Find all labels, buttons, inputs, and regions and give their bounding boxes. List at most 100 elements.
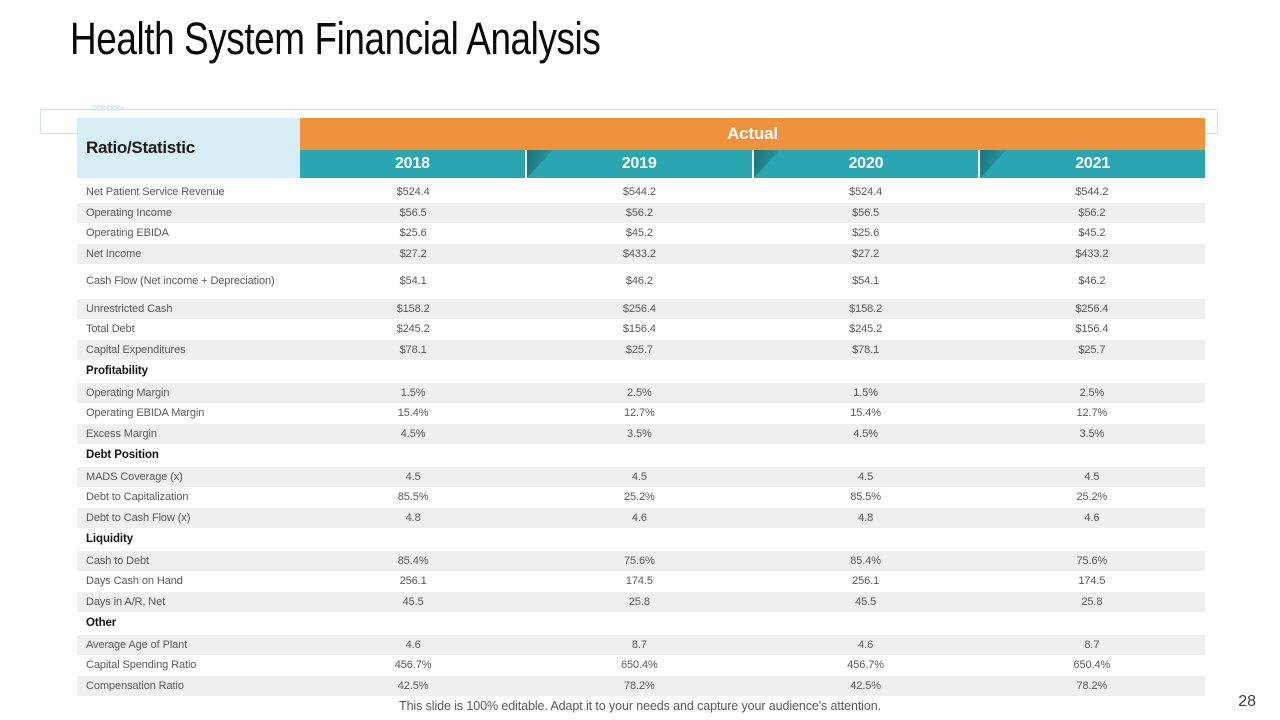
fold-triangle-decor xyxy=(526,150,553,178)
row-label: Operating Income xyxy=(86,206,172,219)
year-header-cell: 2021 xyxy=(978,150,1205,178)
cell-value: 12.7% xyxy=(1076,407,1108,420)
header-right-group: Actual 2018 2019 2020 2021 xyxy=(300,118,1205,178)
row-label: Average Age of Plant xyxy=(86,638,188,651)
cell-value: $245.2 xyxy=(849,323,883,336)
cell-value: 45.5 xyxy=(855,595,877,608)
row-label: Days Cash on Hand xyxy=(86,575,183,588)
cell-value: 4.8 xyxy=(405,511,421,524)
section-label: Other xyxy=(86,617,117,630)
cell-value: 15.4% xyxy=(850,407,881,420)
cell-value: $544.2 xyxy=(1075,186,1109,199)
cell-value: $56.2 xyxy=(625,206,653,219)
row-label: Net Income xyxy=(86,247,142,260)
cell-value: 256.1 xyxy=(399,575,427,588)
year-label: 2021 xyxy=(1075,155,1111,172)
row-label: Debt to Cash Flow (x) xyxy=(86,511,191,524)
section-label: Debt Position xyxy=(86,449,159,462)
cell-value: 4.6 xyxy=(631,511,647,524)
table-row: Total Debt $245.2 $156.4 $245.2 $156.4 xyxy=(77,319,1205,340)
cell-value: 75.6% xyxy=(1076,554,1108,567)
cell-value: 4.5 xyxy=(1084,470,1100,483)
cell-value: 4.5% xyxy=(400,427,426,440)
cell-value: 2.5% xyxy=(1079,386,1105,399)
cell-value: $256.4 xyxy=(622,302,656,315)
corner-header-cell: Ratio/Statistic xyxy=(77,118,300,178)
table-row: Capital Spending Ratio 456.7% 650.4% 456.7%… xyxy=(77,655,1205,676)
cell-value: $433.2 xyxy=(1075,247,1109,260)
row-label: Total Debt xyxy=(86,323,135,336)
cell-value: $25.6 xyxy=(399,227,427,240)
table-header: Ratio/Statistic Actual 2018 2019 2020 2021 xyxy=(77,118,1205,178)
group-header-actual: Actual xyxy=(300,118,1205,150)
cell-value: 42.5% xyxy=(850,679,881,692)
page-number: 28 xyxy=(1238,693,1256,710)
cell-value: $46.2 xyxy=(1078,275,1106,288)
cell-value: $25.6 xyxy=(852,227,880,240)
cell-value: 15.4% xyxy=(397,407,429,420)
cell-value: 456.7% xyxy=(394,659,432,672)
row-label: Unrestricted Cash xyxy=(86,302,173,315)
row-label: Operating Margin xyxy=(86,386,170,399)
row-label: Excess Margin xyxy=(86,427,157,440)
cell-value: 78.2% xyxy=(624,679,655,692)
cell-value: $158.2 xyxy=(849,302,883,315)
table-row: Cash to Debt 85.4% 75.6% 85.4% 75.6% xyxy=(77,550,1205,571)
section-row: Debt Position xyxy=(77,444,1205,467)
cell-value: $56.2 xyxy=(1078,206,1106,219)
cell-value: 4.6 xyxy=(858,638,874,651)
year-header-cell: 2018 xyxy=(300,150,525,178)
table-row: Excess Margin 4.5% 3.5% 4.5% 3.5% xyxy=(77,423,1205,444)
cell-value: $45.2 xyxy=(1078,227,1106,240)
cell-value: $78.1 xyxy=(852,343,880,356)
cell-value: 174.5 xyxy=(625,575,653,588)
cell-value: 25.8 xyxy=(1081,595,1103,608)
cell-value: 85.5% xyxy=(850,491,881,504)
cell-value: 3.5% xyxy=(1079,427,1105,440)
table-row: Operating Income $56.5 $56.2 $56.5 $56.2 xyxy=(77,202,1205,223)
cell-value: $245.2 xyxy=(396,323,430,336)
table-row: Operating EBIDA Margin 15.4% 12.7% 15.4% 12.… xyxy=(77,403,1205,424)
section-row: Liquidity xyxy=(77,528,1205,551)
table-row: Capital Expenditures $78.1 $25.7 $78.1 $25.7 xyxy=(77,339,1205,360)
section-label: Liquidity xyxy=(86,533,134,546)
cell-value: $256.4 xyxy=(1075,302,1109,315)
cell-value: 650.4% xyxy=(621,659,658,672)
chevron-decor-icon: >>>>>> xyxy=(92,101,124,115)
cell-value: 85.4% xyxy=(397,554,429,567)
row-label: Operating EBIDA Margin xyxy=(86,407,205,420)
cell-value: 3.5% xyxy=(627,427,652,440)
cell-value: 45.5 xyxy=(402,595,424,608)
section-label: Profitability xyxy=(86,365,148,378)
cell-value: 8.7 xyxy=(1084,638,1100,651)
row-label: MADS Coverage (x) xyxy=(86,470,183,483)
table-row: MADS Coverage (x) 4.5 4.5 4.5 4.5 xyxy=(77,466,1205,487)
row-label: Cash Flow (Net income + Depreciation) xyxy=(86,275,275,288)
table-row: Operating Margin 1.5% 2.5% 1.5% 2.5% xyxy=(77,382,1205,403)
table-row: Compensation Ratio 42.5% 78.2% 42.5% 78.2% xyxy=(77,675,1205,696)
year-label: 2019 xyxy=(621,155,657,172)
cell-value: $433.2 xyxy=(622,247,656,260)
table-row: Unrestricted Cash $158.2 $256.4 $158.2 $256.… xyxy=(77,298,1205,319)
cell-value: $54.1 xyxy=(399,275,427,288)
row-label: Compensation Ratio xyxy=(86,679,184,692)
cell-value: 256.1 xyxy=(852,575,880,588)
row-label: Capital Spending Ratio xyxy=(86,659,197,672)
cell-value: $46.2 xyxy=(625,275,653,288)
year-label: 2020 xyxy=(848,155,884,172)
cell-value: 174.5 xyxy=(1078,575,1106,588)
cell-value: 4.8 xyxy=(858,511,874,524)
cell-value: 42.5% xyxy=(397,679,429,692)
cell-value: $56.5 xyxy=(852,206,880,219)
cell-value: $158.2 xyxy=(396,302,430,315)
table-row: Operating EBIDA $25.6 $45.2 $25.6 $45.2 xyxy=(77,223,1205,244)
row-label: Operating EBIDA xyxy=(86,227,169,240)
table-row: Cash Flow (Net income + Depreciation) $54… xyxy=(77,264,1205,299)
cell-value: $524.4 xyxy=(849,186,883,199)
cell-value: $27.2 xyxy=(399,247,427,260)
cell-value: $27.2 xyxy=(852,247,880,260)
section-row: Other xyxy=(77,612,1205,635)
cell-value: $45.2 xyxy=(625,227,653,240)
cell-value: $78.1 xyxy=(399,343,427,356)
